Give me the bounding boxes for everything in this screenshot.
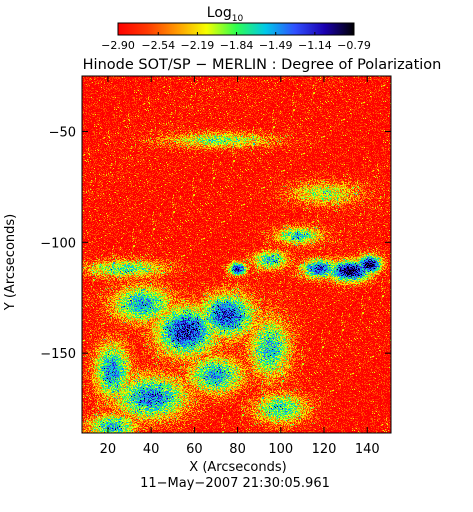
axis-ticks: 20 40 60 80 100 120 140 −50 −100 −150 — [40, 76, 391, 457]
y-tick-label: −100 — [40, 236, 76, 251]
colorbar-tick-label: −2.54 — [141, 39, 175, 52]
x-tick-label: 80 — [229, 442, 246, 457]
colorbar-label-base: Log — [207, 5, 232, 21]
x-tick-label: 100 — [268, 442, 293, 457]
y-axis-label: Y (Arcseconds) — [3, 214, 18, 311]
x-tick-label: 60 — [186, 442, 203, 457]
y-tick-label: −50 — [49, 125, 76, 140]
timestamp: 11−May−2007 21:30:05.961 — [140, 476, 330, 491]
colorbar — [117, 22, 355, 36]
colorbar-tick-label: −0.79 — [337, 39, 371, 52]
colorbar-tick-label: −2.19 — [181, 39, 215, 52]
plot-frame — [81, 75, 392, 434]
y-tick-label: −150 — [40, 347, 76, 362]
colorbar-label: Log10 — [207, 5, 244, 24]
colorbar-tick-label: −1.14 — [298, 39, 332, 52]
x-tick-label: 140 — [355, 442, 380, 457]
x-axis-label: X (Arcseconds) — [189, 460, 286, 475]
colorbar-ticks: −2.90 −2.54 −2.19 −1.84 −1.49 −1.14 −0.79 — [101, 32, 371, 52]
x-tick-label: 40 — [143, 442, 160, 457]
colorbar-tick-label: −1.49 — [259, 39, 293, 52]
x-tick-label: 120 — [312, 442, 337, 457]
chart-title: Hinode SOT/SP − MERLIN : Degree of Polar… — [83, 57, 442, 73]
colorbar-tick-label: −1.84 — [220, 39, 254, 52]
colorbar-label-subscript: 10 — [232, 14, 244, 24]
colorbar-tick-label: −2.90 — [101, 39, 135, 52]
x-tick-label: 20 — [100, 442, 117, 457]
plot-area — [81, 75, 392, 434]
heatmap-image — [82, 76, 391, 433]
